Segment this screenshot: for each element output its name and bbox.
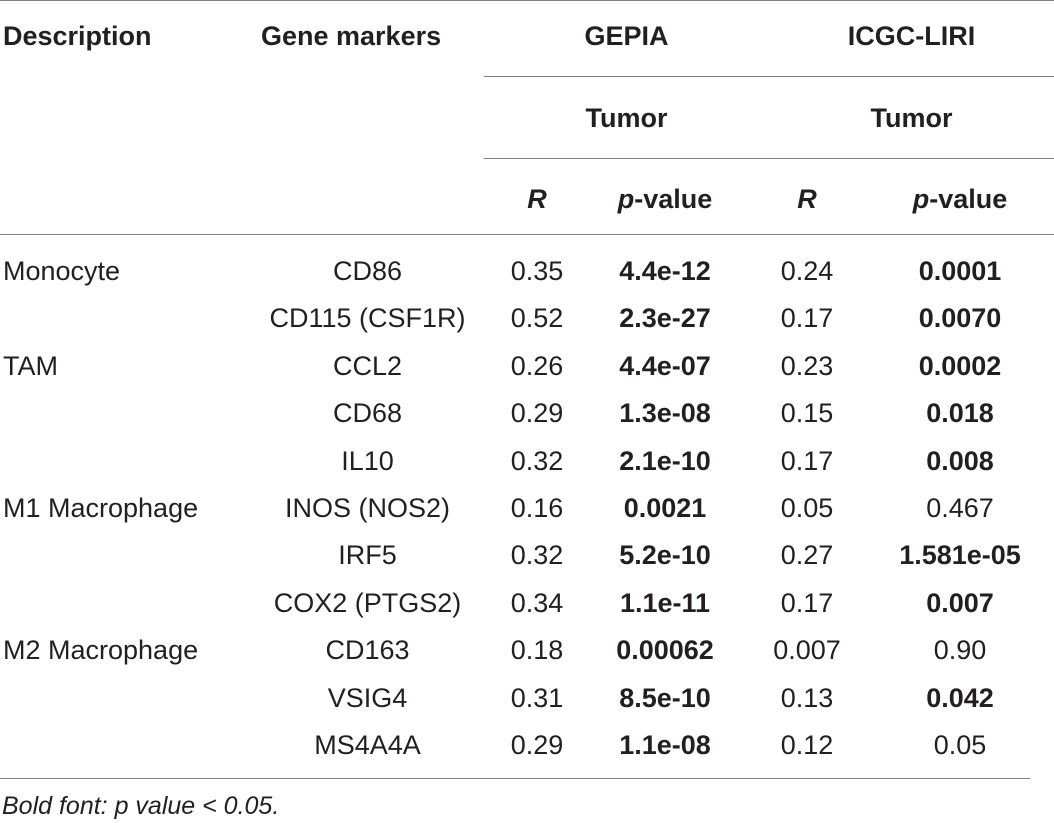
cell-gepia-r: 0.29	[510, 730, 564, 760]
header-description: Description	[3, 21, 152, 51]
cell-gene-marker: IRF5	[338, 540, 397, 571]
cell-gepia-pvalue: 1.1e-08	[619, 730, 711, 760]
cell-gepia-r: 0.35	[510, 256, 564, 286]
cell-gepia-pvalue: 2.3e-27	[619, 303, 711, 334]
cell-icgc-pvalue: 0.90	[933, 635, 987, 666]
cell-gepia-pvalue: 0.00062	[616, 635, 714, 666]
cell-gepia-r: 0.26	[510, 350, 564, 381]
header-gepia: GEPIA	[584, 21, 669, 51]
header-gene-markers: Gene markers	[261, 21, 442, 51]
cell-icgc-pvalue: 0.018	[926, 398, 994, 429]
header-pvalue-icgc: p-value	[912, 184, 1008, 214]
cell-gepia-r: 0.52	[510, 303, 564, 334]
cell-icgc-r: 0.05	[780, 493, 834, 523]
header-r-gepia: R	[527, 184, 547, 214]
footnote: Bold font: p value < 0.05.	[2, 792, 280, 820]
cell-gepia-pvalue: 4.4e-12	[619, 256, 711, 286]
cell-gepia-r: 0.32	[510, 445, 564, 476]
cell-gepia-pvalue: 8.5e-10	[619, 682, 711, 713]
cell-gene-marker: CD163	[325, 635, 410, 666]
cell-gepia-r: 0.34	[510, 587, 564, 618]
cell-icgc-pvalue: 0.0002	[918, 350, 1002, 381]
cell-icgc-r: 0.17	[780, 445, 834, 476]
cell-icgc-r: 0.24	[780, 256, 834, 286]
cell-description: M1 Macrophage	[3, 493, 199, 523]
cell-icgc-pvalue: 1.581e-05	[899, 540, 1021, 571]
cell-gepia-pvalue: 0.0021	[623, 493, 707, 523]
cell-gene-marker: IL10	[341, 445, 394, 476]
cell-icgc-r: 0.23	[780, 350, 834, 381]
cell-gepia-pvalue: 2.1e-10	[619, 445, 711, 476]
cell-icgc-pvalue: 0.05	[933, 730, 987, 760]
cell-gepia-pvalue: 4.4e-07	[619, 350, 711, 381]
tumor-rule	[484, 158, 1054, 159]
cell-description: Monocyte	[3, 256, 121, 286]
header-pvalue-gepia: p-value	[617, 184, 713, 214]
cell-icgc-pvalue: 0.007	[926, 587, 994, 618]
cell-icgc-r: 0.13	[780, 682, 834, 713]
cell-icgc-pvalue: 0.0001	[918, 256, 1002, 286]
header-tumor-gepia: Tumor	[585, 103, 668, 133]
cell-icgc-r: 0.007	[773, 635, 841, 666]
cell-gene-marker: CD68	[332, 398, 403, 429]
header-icgc-liri: ICGC-LIRI	[847, 21, 976, 51]
cell-gepia-pvalue: 5.2e-10	[619, 540, 711, 571]
cell-icgc-pvalue: 0.008	[926, 445, 994, 476]
cell-icgc-r: 0.17	[780, 587, 834, 618]
cell-gene-marker: MS4A4A	[314, 730, 421, 760]
header-tumor-icgc: Tumor	[870, 103, 953, 133]
cell-gepia-pvalue: 1.3e-08	[619, 398, 711, 429]
table-top-rule	[0, 0, 1054, 1]
cell-icgc-pvalue: 0.042	[926, 682, 994, 713]
header-bottom-rule	[0, 234, 1054, 235]
cell-gene-marker: INOS (NOS2)	[284, 493, 451, 523]
cell-gepia-r: 0.16	[510, 493, 564, 523]
cell-gepia-r: 0.29	[510, 398, 564, 429]
cell-gene-marker: VSIG4	[327, 682, 408, 713]
cell-gepia-pvalue: 1.1e-11	[619, 587, 711, 618]
cell-gepia-r: 0.32	[510, 540, 564, 571]
dataset-rule	[484, 76, 1054, 77]
cell-icgc-r: 0.12	[780, 730, 834, 760]
cell-gene-marker: CCL2	[332, 350, 403, 381]
cell-gepia-r: 0.31	[510, 682, 564, 713]
header-r-icgc: R	[797, 184, 817, 214]
cell-gene-marker: CD115 (CSF1R)	[269, 303, 466, 334]
cell-icgc-pvalue: 0.467	[926, 493, 994, 523]
cell-description: TAM	[3, 350, 58, 381]
cell-gene-marker: COX2 (PTGS2)	[273, 587, 462, 618]
cell-icgc-pvalue: 0.0070	[918, 303, 1002, 334]
cell-icgc-r: 0.15	[780, 398, 834, 429]
table-bottom-rule	[0, 778, 1030, 779]
cell-gene-marker: CD86	[332, 256, 403, 286]
cell-description: M2 Macrophage	[3, 635, 199, 666]
cell-icgc-r: 0.17	[780, 303, 834, 334]
cell-icgc-r: 0.27	[780, 540, 834, 571]
cell-gepia-r: 0.18	[510, 635, 564, 666]
